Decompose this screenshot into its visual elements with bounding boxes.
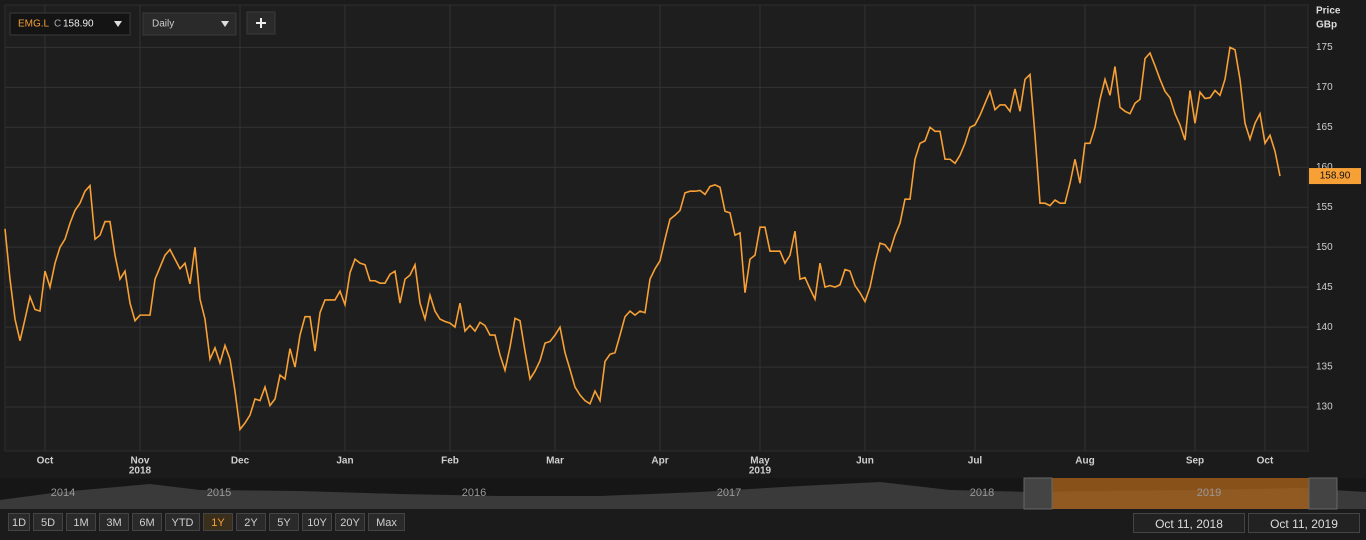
range-button[interactable]: YTD	[165, 513, 200, 531]
range-button[interactable]: 10Y	[302, 513, 332, 531]
y-tick-label: 135	[1316, 362, 1333, 373]
symbol-box[interactable]	[9, 12, 131, 36]
navigator-year: 2018	[970, 487, 994, 499]
interval-box[interactable]	[142, 12, 237, 36]
range-button[interactable]: 1M	[66, 513, 96, 531]
x-tick-label: Mar	[546, 456, 564, 467]
x-tick-label: Jan	[336, 456, 353, 467]
y-tick-label: 175	[1316, 42, 1333, 53]
close-prefix: C	[54, 19, 61, 30]
y-tick-label: 155	[1316, 202, 1333, 213]
range-button[interactable]: 5Y	[269, 513, 299, 531]
x-tick-label: Jun	[856, 456, 874, 467]
range-button[interactable]: 3M	[99, 513, 129, 531]
y-tick-label: 130	[1316, 402, 1333, 413]
price-badge-label: 158.90	[1320, 171, 1351, 182]
range-button[interactable]: 20Y	[335, 513, 365, 531]
range-button[interactable]: 2Y	[236, 513, 266, 531]
dropdown-arrow	[114, 21, 122, 27]
navigator-selection[interactable]	[1052, 478, 1309, 509]
symbol: EMG.L	[18, 19, 50, 30]
y-tick-label: 165	[1316, 122, 1333, 133]
y-tick-label: 150	[1316, 242, 1333, 253]
x-tick-label: Oct	[1257, 456, 1274, 467]
x-tick-label: Nov	[131, 456, 150, 467]
start-date[interactable]: Oct 11, 2018	[1133, 513, 1245, 533]
navigator-year: 2017	[717, 487, 741, 499]
y-axis-unit: GBp	[1316, 20, 1337, 31]
y-axis-title: Price	[1316, 6, 1341, 17]
navigator-year: 2016	[462, 487, 486, 499]
end-date[interactable]: Oct 11, 2019	[1248, 513, 1360, 533]
price-line	[4, 46, 1281, 432]
range-button[interactable]: 6M	[132, 513, 162, 531]
navigator-handle[interactable]	[1023, 477, 1053, 510]
navigator-handle[interactable]	[1308, 477, 1338, 510]
x-tick-label: Aug	[1075, 456, 1094, 467]
dropdown-arrow	[221, 21, 229, 27]
y-tick-label: 160	[1316, 162, 1333, 173]
x-tick-label: Oct	[37, 456, 54, 467]
interval: Daily	[152, 19, 174, 30]
range-button[interactable]: 1Y	[203, 513, 233, 531]
range-button[interactable]: 1D	[8, 513, 30, 531]
y-tick-label: 145	[1316, 282, 1333, 293]
navigator-year: 2014	[51, 487, 75, 499]
x-tick-label: Sep	[1186, 456, 1204, 467]
close-value: 158.90	[63, 19, 94, 30]
plus-icon	[256, 18, 266, 28]
plot-area	[4, 4, 1309, 452]
price-badge	[1309, 168, 1361, 185]
navigator-year: 2019	[1197, 487, 1221, 499]
range-button[interactable]: 5D	[33, 513, 63, 531]
year-label: 2019	[749, 466, 772, 477]
y-tick-label: 140	[1316, 322, 1333, 333]
x-tick-label: May	[750, 456, 770, 467]
range-button[interactable]: Max	[368, 513, 405, 531]
y-tick-label: 170	[1316, 82, 1333, 93]
x-tick-label: Apr	[651, 456, 668, 467]
x-tick-label: Dec	[231, 456, 250, 467]
navigator-year: 2015	[207, 487, 231, 499]
year-label: 2018	[129, 466, 152, 477]
x-tick-label: Jul	[968, 456, 983, 467]
x-tick-label: Feb	[441, 456, 459, 467]
